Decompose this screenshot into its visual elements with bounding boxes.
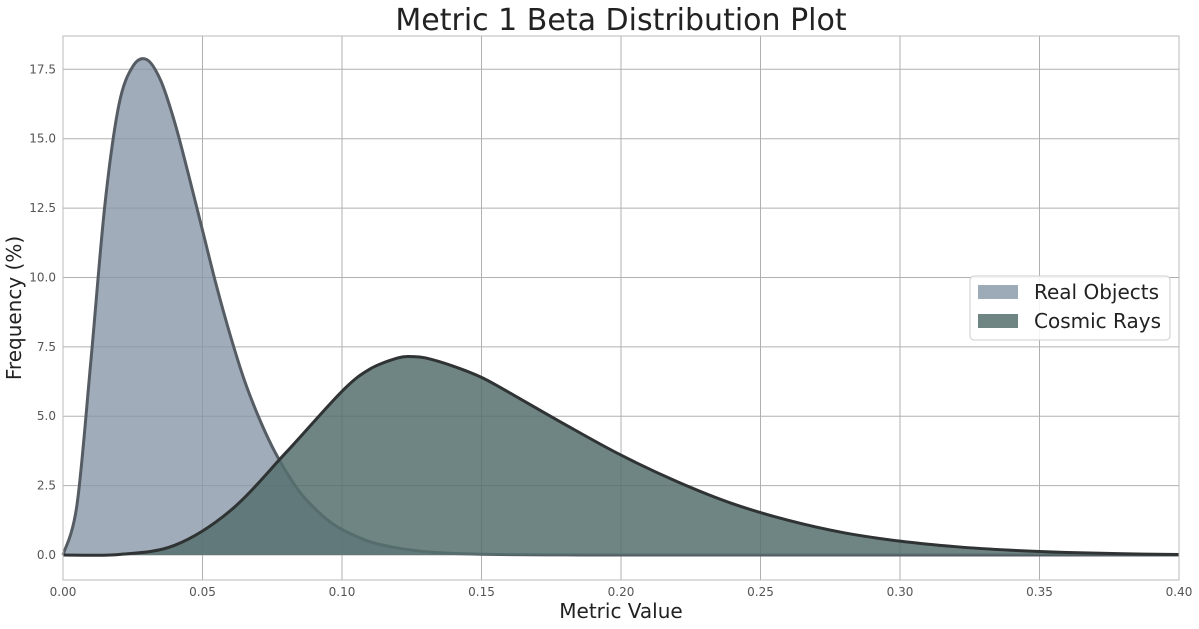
- x-tick-label: 0.40: [1166, 585, 1193, 599]
- x-tick-labels: 0.00 0.05 0.10 0.15 0.20 0.25 0.30 0.35 0.40: [50, 585, 1193, 599]
- legend-box: [969, 275, 1171, 341]
- x-tick-label: 0.20: [608, 585, 635, 599]
- x-tick-label: 0.05: [189, 585, 216, 599]
- y-tick-label: 0.0: [37, 548, 56, 562]
- y-tick-labels: 0.0 2.5 5.0 7.5 10.0 12.5 15.0 17.5: [29, 62, 56, 562]
- x-tick-label: 0.10: [329, 585, 356, 599]
- y-axis-label: Frequency (%): [2, 236, 26, 380]
- legend-label-real-objects: Real Objects: [1034, 280, 1159, 304]
- y-tick-label: 2.5: [37, 479, 56, 493]
- y-tick-label: 5.0: [37, 409, 56, 423]
- x-tick-label: 0.15: [468, 585, 495, 599]
- plot-frame: [62, 35, 1180, 581]
- area-real-objects: [63, 58, 1179, 556]
- y-tick-label: 7.5: [37, 340, 56, 354]
- legend: Real Objects Cosmic Rays: [969, 275, 1171, 341]
- y-tick-label: 12.5: [29, 201, 56, 215]
- legend-swatch-real-objects: [978, 285, 1018, 299]
- legend-swatch-cosmic-rays: [978, 314, 1018, 328]
- x-tick-label: 0.00: [50, 585, 77, 599]
- x-tick-label: 0.30: [887, 585, 914, 599]
- line-cosmic-rays: [62, 354, 1180, 557]
- x-tick-label: 0.35: [1026, 585, 1053, 599]
- x-tick-label: 0.25: [747, 585, 774, 599]
- y-tick-label: 17.5: [29, 62, 56, 76]
- series-areas: [61, 57, 1180, 557]
- x-axis-label: Metric Value: [559, 599, 682, 623]
- y-tick-label: 10.0: [29, 270, 56, 284]
- y-tick-label: 15.0: [29, 132, 56, 146]
- chart-title: Metric 1 Beta Distribution Plot: [395, 3, 846, 38]
- legend-label-cosmic-rays: Cosmic Rays: [1034, 309, 1161, 333]
